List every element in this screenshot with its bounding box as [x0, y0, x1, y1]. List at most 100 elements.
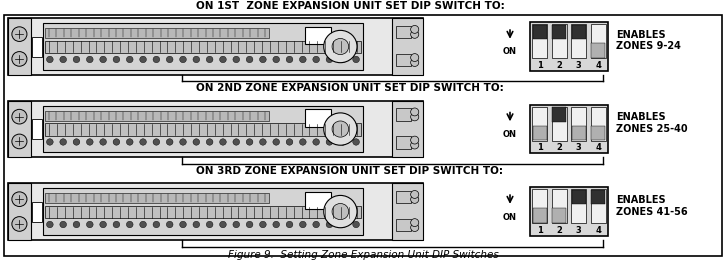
Circle shape — [286, 56, 293, 63]
Text: ON: ON — [503, 48, 517, 56]
Bar — [532, 107, 547, 141]
Circle shape — [99, 56, 107, 63]
Circle shape — [193, 56, 200, 63]
Circle shape — [246, 56, 253, 63]
Circle shape — [86, 221, 93, 228]
Bar — [44, 23, 363, 70]
Circle shape — [139, 56, 147, 63]
Bar — [396, 108, 410, 121]
Circle shape — [411, 25, 419, 33]
Bar — [45, 111, 269, 121]
Circle shape — [86, 139, 93, 145]
Circle shape — [260, 139, 266, 145]
Bar — [592, 190, 605, 204]
Text: 3: 3 — [576, 226, 582, 235]
Bar — [572, 25, 586, 39]
Bar — [530, 187, 608, 236]
Circle shape — [46, 139, 53, 145]
Bar — [45, 28, 269, 38]
Bar — [592, 43, 605, 58]
Circle shape — [260, 221, 266, 228]
Bar — [530, 105, 608, 153]
Circle shape — [411, 54, 419, 62]
Bar — [32, 120, 42, 139]
Circle shape — [60, 56, 67, 63]
Circle shape — [206, 139, 213, 145]
Circle shape — [126, 56, 133, 63]
Text: 4: 4 — [595, 226, 601, 235]
Circle shape — [113, 56, 120, 63]
Text: 3: 3 — [576, 61, 582, 70]
Circle shape — [411, 30, 419, 38]
Text: 1: 1 — [537, 226, 543, 235]
Bar — [552, 208, 566, 223]
Circle shape — [12, 217, 27, 231]
Bar — [396, 191, 410, 203]
Text: 1: 1 — [537, 61, 543, 70]
Circle shape — [12, 27, 27, 41]
Circle shape — [273, 139, 280, 145]
Circle shape — [246, 139, 253, 145]
Circle shape — [324, 113, 357, 145]
Bar — [32, 37, 42, 57]
Bar — [592, 126, 605, 140]
Circle shape — [332, 39, 348, 55]
Bar — [45, 206, 361, 219]
Circle shape — [353, 56, 359, 63]
Bar — [44, 188, 363, 235]
Bar — [396, 136, 410, 149]
Circle shape — [73, 56, 80, 63]
Bar — [552, 189, 567, 223]
Circle shape — [340, 139, 346, 145]
Circle shape — [340, 221, 346, 228]
Bar — [591, 189, 605, 223]
Bar — [45, 123, 361, 136]
Bar — [8, 18, 423, 75]
Circle shape — [73, 139, 80, 145]
Text: ENABLES
ZONES 41-56: ENABLES ZONES 41-56 — [616, 195, 688, 216]
Circle shape — [73, 221, 80, 228]
Circle shape — [12, 109, 27, 124]
Circle shape — [153, 221, 160, 228]
Text: ENABLES
ZONES 25-40: ENABLES ZONES 25-40 — [616, 112, 688, 134]
Bar — [8, 18, 30, 75]
Bar — [396, 219, 410, 231]
Bar — [533, 208, 547, 223]
Bar — [392, 18, 423, 75]
Circle shape — [411, 113, 419, 121]
Circle shape — [326, 221, 333, 228]
Circle shape — [99, 139, 107, 145]
Circle shape — [153, 56, 160, 63]
Circle shape — [332, 204, 348, 220]
Circle shape — [273, 56, 280, 63]
Circle shape — [60, 221, 67, 228]
Circle shape — [139, 139, 147, 145]
Circle shape — [193, 139, 200, 145]
Bar — [533, 25, 547, 39]
Text: ON: ON — [503, 130, 517, 139]
Bar — [571, 189, 586, 223]
Circle shape — [326, 56, 333, 63]
Circle shape — [206, 221, 213, 228]
Bar — [552, 25, 566, 39]
Circle shape — [273, 221, 280, 228]
Bar — [396, 54, 410, 66]
Bar — [591, 24, 605, 58]
Circle shape — [324, 30, 357, 63]
Circle shape — [46, 56, 53, 63]
Bar — [44, 106, 363, 152]
Bar — [572, 126, 586, 140]
Bar — [552, 24, 567, 58]
Bar — [305, 109, 331, 127]
Circle shape — [206, 56, 213, 63]
Circle shape — [166, 56, 173, 63]
Circle shape — [12, 51, 27, 66]
Bar — [8, 183, 423, 240]
Circle shape — [313, 139, 319, 145]
Circle shape — [46, 221, 53, 228]
Circle shape — [179, 56, 187, 63]
Bar — [8, 101, 30, 157]
Circle shape — [86, 56, 93, 63]
Circle shape — [193, 221, 200, 228]
Bar — [305, 27, 331, 44]
